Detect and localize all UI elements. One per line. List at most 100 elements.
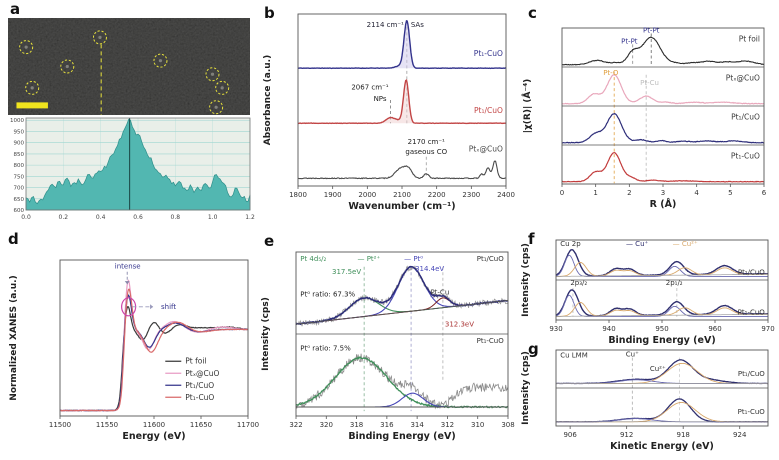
f-annotation-6: Pt₁-CuO [738, 308, 766, 316]
b-trace-label-Ptₓ@CuO: Ptₓ@CuO [469, 145, 503, 154]
b-fill-1 [298, 80, 506, 124]
profile-xtick-label-3: 0.6 [133, 214, 143, 221]
e-xtick-label-7: 308 [501, 421, 514, 429]
d-annotation-1: shift [161, 303, 176, 311]
c-xtick-label-4: 4 [694, 189, 699, 197]
xps-cu2p-chart: 930 940 950 960 970 Binding Energy (eV) Intens… [521, 239, 775, 346]
f-trace-Cu2p Pt₁/CuO [555, 249, 769, 277]
panel-e-label: e [264, 232, 275, 250]
b-annotation-5: gaseous CO [405, 148, 447, 156]
d-xtick-label-2: 11600 [143, 421, 165, 429]
e-annotation-2: — Pt⁰ [404, 255, 423, 263]
d-xtick-label-0: 11500 [49, 421, 71, 429]
b-xtick-label-3: 2100 [393, 191, 411, 199]
f-annotation-3: Pt₁/CuO [738, 268, 765, 276]
f-trace-baseline b [556, 313, 768, 317]
panel-a-label: a [10, 0, 21, 18]
atom-circle-3 [153, 53, 168, 68]
e-annotation-10: Pt⁰ ratio: 7.5% [300, 344, 351, 352]
g-xtick-label-2: 918 [677, 431, 690, 439]
c-trace-label-Pt₁/CuO: Pt₁/CuO [731, 112, 760, 121]
d-xtick-label-3: 11650 [190, 421, 212, 429]
g-ylabel: Intensity (cps) [521, 351, 531, 425]
profile-xtick-label-1: 0.2 [59, 214, 69, 221]
c-annotation-3: Pt-Cu [640, 79, 659, 87]
e-ylabel: Intensity (cps) [261, 297, 271, 371]
panel-c-label: c [528, 4, 537, 22]
f-annotation-2: — Cu²⁺ [673, 240, 698, 248]
c-xtick-label-3: 3 [661, 189, 665, 197]
g-xtick-label-0: 906 [563, 431, 577, 439]
c-trace-Ptₓ@CuO [561, 74, 764, 105]
c-xtick-label-6: 6 [762, 189, 767, 197]
b-xlabel: Wavenumber (cm⁻¹) [348, 201, 455, 212]
e-xtick-label-1: 320 [320, 421, 333, 429]
c-xlabel: R (Å) [650, 199, 677, 210]
c-ylabel: |χ(R)| (Å⁻⁴) [522, 79, 533, 134]
atom-dot-2 [65, 64, 69, 69]
atom-circle-7 [209, 100, 224, 115]
d-legend-label-0: Pt foil [185, 357, 206, 366]
atom-dot-3 [158, 59, 163, 63]
f-xlabel: Binding Energy (eV) [608, 335, 715, 346]
xanes-chart: 11500 11550 11600 11650 11700 Energy (eV) Norm… [9, 259, 259, 442]
g-xlabel: Kinetic Energy (eV) [610, 441, 714, 452]
atom-circle-0 [19, 40, 34, 55]
auger-culmm-chart: 906 912 918 924 Kinetic Energy (eV) Intensity… [521, 349, 769, 452]
f-xtick-label-2: 950 [655, 325, 668, 333]
g-annotation-0: Cu LMM [560, 352, 588, 360]
d-legend-label-1: Ptₓ@CuO [185, 369, 219, 378]
profile-xtick-label-0: 0.0 [21, 214, 31, 221]
profile-ytick-label-5: 750 [14, 174, 25, 180]
d-trace-Ptₓ@CuO [59, 279, 249, 412]
g-xtick-label-1: 912 [620, 431, 633, 439]
profile-ytick-label-7: 650 [14, 197, 25, 203]
f-annotation-1: — Cu⁺ [626, 240, 649, 248]
c-xtick-label-2: 2 [627, 189, 631, 197]
e-annotation-4: 317.5eV [332, 268, 361, 276]
atom-circle-1 [92, 30, 107, 45]
d-legend-label-3: Pt₁-CuO [185, 393, 214, 402]
b-trace-Pt₁/CuO [297, 79, 506, 125]
b-xtick-label-6: 2400 [497, 191, 515, 199]
b-annotation-0: 2114 cm⁻¹ [367, 21, 404, 29]
panel-f-label: f [528, 230, 535, 248]
d-trace-Pt₁-CuO [59, 288, 249, 412]
profile-ytick-label-1: 950 [14, 129, 25, 135]
g-annotation-2: Cu²⁺ [650, 365, 666, 373]
e-trace-baseline [295, 299, 509, 325]
d-trace-Pt foil [59, 305, 249, 412]
b-xtick-label-2: 2000 [358, 191, 376, 199]
profile-ytick-label-0: 1000 [10, 118, 24, 124]
e-xtick-label-2: 318 [350, 421, 363, 429]
stem-annotations [16, 30, 230, 115]
profile-xtick-label-6: 1.2 [245, 214, 255, 221]
profile-area [25, 118, 251, 211]
b-xtick-label-5: 2300 [462, 191, 480, 199]
d-down-arrowhead [124, 281, 130, 285]
f-xtick-label-4: 970 [761, 325, 774, 333]
g-annotation-1: Cu⁺ [626, 350, 639, 358]
d-ylabel: Normalized XANES (a.u.) [9, 275, 19, 400]
atom-circle-6 [215, 80, 230, 95]
e-annotation-6: Pt-Cu [430, 289, 449, 297]
c-xtick-label-5: 5 [728, 189, 732, 197]
d-xtick-label-1: 11550 [96, 421, 118, 429]
g-xtick-label-3: 924 [733, 431, 747, 439]
e-annotation-3: Pt₁/CuO [477, 255, 504, 263]
panel-g-label: g [528, 340, 539, 358]
d-xtick-label-4: 11700 [237, 421, 259, 429]
c-annotation-0: Pt-Pt [643, 27, 660, 35]
d-frame [59, 259, 249, 417]
stem-noise-texture [8, 18, 250, 115]
b-annotation-3: NPs [374, 95, 387, 103]
b-frame [297, 13, 507, 187]
e-annotation-8: Pt⁰ ratio: 67.3% [300, 290, 355, 298]
profile-ytick-label-6: 700 [14, 186, 25, 192]
profile-ytick-label-8: 600 [14, 208, 25, 214]
atom-dot-7 [214, 105, 218, 109]
b-xtick-label-1: 1900 [324, 191, 342, 199]
profile-xtick-label-2: 0.4 [96, 214, 106, 221]
g-trace-Cu²⁺ fit b [556, 401, 768, 423]
